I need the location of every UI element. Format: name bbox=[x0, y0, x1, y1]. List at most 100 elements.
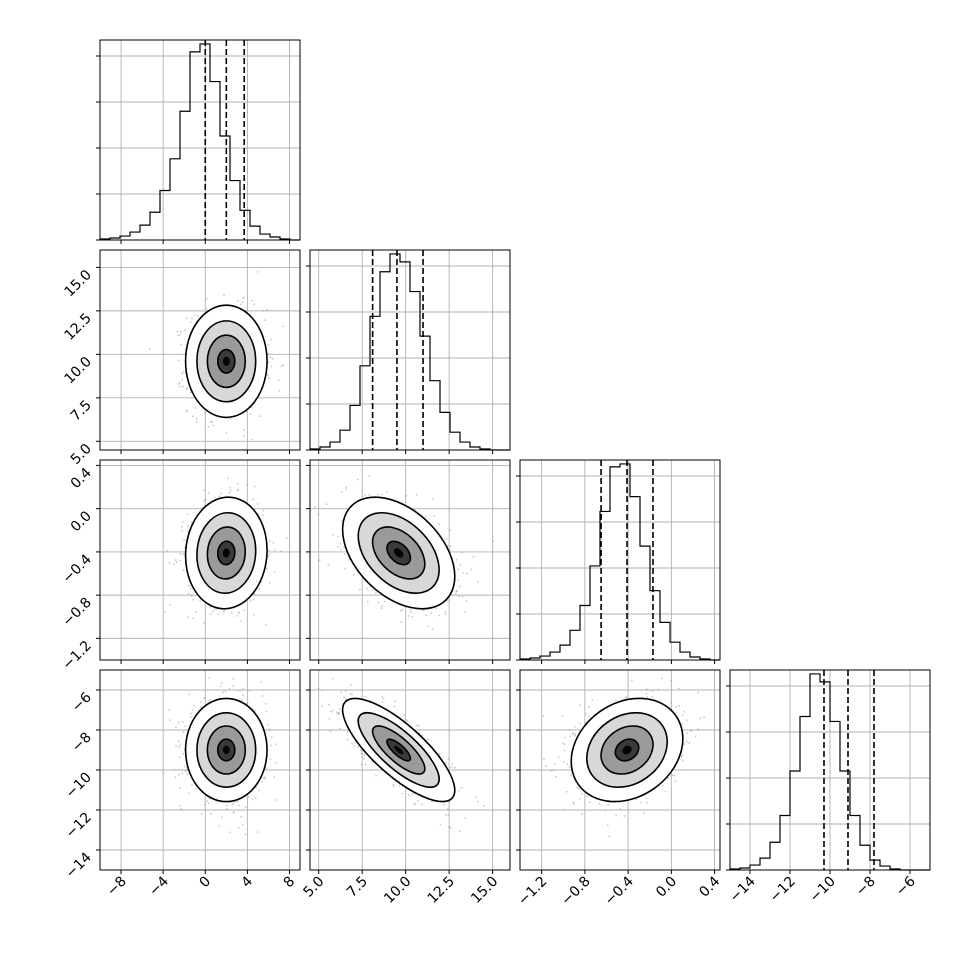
scatter-point bbox=[321, 705, 323, 707]
scatter-point bbox=[328, 703, 331, 706]
scatter-point bbox=[435, 607, 437, 610]
scatter-point bbox=[416, 800, 419, 802]
scatter-point bbox=[465, 572, 468, 575]
scatter-point bbox=[681, 723, 683, 725]
scatter-point bbox=[366, 600, 369, 603]
scatter-point bbox=[254, 710, 256, 712]
scatter-point bbox=[392, 783, 395, 786]
density-panel-2-1 bbox=[306, 459, 511, 664]
scatter-point bbox=[237, 611, 240, 613]
scatter-point bbox=[340, 691, 343, 694]
scatter-point bbox=[268, 549, 270, 552]
scatter-point bbox=[236, 482, 239, 485]
scatter-point bbox=[189, 321, 192, 323]
scatter-point bbox=[238, 826, 241, 829]
contour-line bbox=[216, 738, 236, 762]
histogram-panel-1 bbox=[306, 249, 511, 454]
scatter-point bbox=[394, 700, 396, 703]
scatter-point bbox=[427, 738, 430, 741]
scatter-point bbox=[279, 550, 282, 553]
scatter-point bbox=[245, 806, 247, 809]
scatter-point bbox=[180, 808, 183, 811]
scatter-point bbox=[179, 385, 181, 388]
scatter-point bbox=[344, 698, 347, 701]
scatter-point bbox=[584, 713, 587, 715]
scatter-point bbox=[349, 692, 352, 695]
scatter-point bbox=[393, 705, 396, 708]
scatter-point bbox=[573, 803, 576, 805]
scatter-point bbox=[233, 811, 235, 814]
scatter-point bbox=[229, 831, 232, 834]
scatter-point bbox=[444, 610, 446, 613]
scatter-point bbox=[359, 749, 362, 752]
density-fill bbox=[222, 356, 230, 367]
scatter-point bbox=[354, 741, 357, 744]
scatter-point bbox=[398, 784, 401, 787]
scatter-point bbox=[242, 694, 244, 697]
scatter-point bbox=[192, 415, 194, 418]
scatter-point bbox=[344, 488, 347, 491]
scatter-point bbox=[261, 781, 264, 783]
scatter-point bbox=[227, 477, 229, 480]
scatter-point bbox=[458, 789, 461, 792]
scatter-point bbox=[615, 814, 617, 817]
density-panel-1-0 bbox=[96, 249, 301, 454]
scatter-point bbox=[421, 803, 423, 805]
scatter-point bbox=[243, 609, 246, 612]
panel-frame bbox=[519, 459, 721, 661]
scatter-point bbox=[274, 761, 277, 764]
scatter-point bbox=[187, 525, 190, 528]
scatter-point bbox=[545, 765, 547, 768]
scatter-point bbox=[422, 609, 425, 612]
scatter-point bbox=[199, 599, 202, 602]
scatter-point bbox=[184, 770, 187, 773]
scatter-point bbox=[381, 605, 384, 607]
scatter-point bbox=[210, 606, 212, 609]
scatter-point bbox=[181, 372, 184, 375]
histogram-step bbox=[99, 43, 300, 241]
scatter-point bbox=[244, 833, 247, 836]
scatter-point bbox=[350, 683, 352, 686]
contour-line bbox=[341, 697, 456, 803]
scatter-point bbox=[607, 803, 609, 806]
scatter-point bbox=[476, 580, 479, 583]
scatter-point bbox=[364, 763, 367, 766]
scatter-point bbox=[209, 699, 212, 701]
scatter-point bbox=[265, 767, 268, 770]
scatter-point bbox=[261, 695, 264, 697]
scatter-point bbox=[683, 710, 685, 713]
scatter-point bbox=[344, 690, 347, 692]
scatter-point bbox=[222, 610, 225, 613]
scatter-point bbox=[213, 608, 216, 610]
scatter-point bbox=[357, 745, 359, 748]
scatter-point bbox=[392, 785, 395, 788]
scatter-point bbox=[341, 490, 343, 493]
scatter-point bbox=[233, 801, 236, 804]
scatter-point bbox=[447, 599, 449, 601]
scatter-point bbox=[211, 610, 214, 613]
scatter-point bbox=[224, 690, 227, 693]
scatter-point bbox=[231, 803, 234, 806]
scatter-point bbox=[580, 813, 583, 815]
scatter-point bbox=[357, 478, 359, 481]
scatter-point bbox=[264, 777, 267, 780]
scatter-point bbox=[451, 762, 453, 765]
scatter-point bbox=[259, 415, 262, 417]
scatter-point bbox=[329, 730, 332, 732]
scatter-point bbox=[432, 497, 435, 500]
scatter-point bbox=[238, 804, 240, 807]
scatter-point bbox=[447, 825, 450, 828]
scatter-point bbox=[177, 383, 180, 385]
scatter-point bbox=[175, 726, 177, 729]
scatter-point bbox=[178, 745, 180, 748]
scatter-point bbox=[236, 800, 239, 803]
scatter-point bbox=[400, 621, 402, 624]
scatter-point bbox=[474, 796, 477, 798]
scatter-point bbox=[239, 689, 241, 692]
scatter-point bbox=[615, 699, 617, 702]
scatter-point bbox=[190, 716, 192, 719]
scatter-point bbox=[190, 521, 193, 524]
scatter-point bbox=[405, 495, 408, 497]
scatter-point bbox=[229, 486, 231, 489]
scatter-point bbox=[207, 491, 210, 494]
